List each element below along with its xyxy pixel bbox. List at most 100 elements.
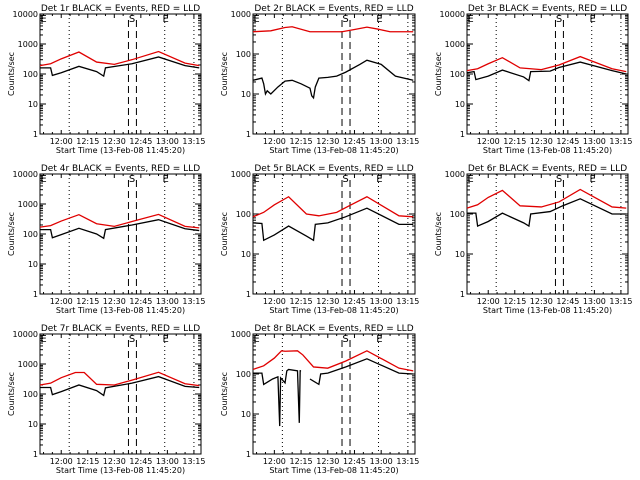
marker-label-s: S xyxy=(556,174,562,185)
x-axis-label: Start Time (13-Feb-08 11:45:20) xyxy=(56,466,185,475)
marker-label-e: E xyxy=(253,174,259,185)
marker-label-s: S xyxy=(342,174,348,185)
x-axis-label: Start Time (13-Feb-08 11:45:20) xyxy=(56,306,185,315)
x-tick-label: 13:00 xyxy=(583,297,606,306)
y-tick-label: 10 xyxy=(28,100,38,109)
axes-frame xyxy=(39,13,202,135)
x-tick-label: 13:00 xyxy=(156,457,179,466)
x-tick-label: 12:45 xyxy=(556,137,579,146)
marker-label-s: S xyxy=(342,14,348,25)
panel-title: Det 1r BLACK = Events, RED = LLD xyxy=(41,4,200,14)
x-tick-label: 12:00 xyxy=(477,137,500,146)
x-axis-label: Start Time (13-Feb-08 11:45:20) xyxy=(56,146,185,155)
panel-title: Det 4r BLACK = Events, RED = LLD xyxy=(41,164,200,174)
y-tick-label: 1000 xyxy=(445,40,465,49)
x-tick-label: 13:00 xyxy=(583,137,606,146)
series-line-lld xyxy=(252,350,414,372)
series-line-lld xyxy=(466,55,627,73)
y-tick-label: 1 xyxy=(33,290,38,299)
x-tick-label: 12:30 xyxy=(103,137,126,146)
x-tick-label: 12:00 xyxy=(50,137,73,146)
y-tick-label: 1000 xyxy=(18,360,38,369)
y-tick-label: 10 xyxy=(455,250,465,259)
x-axis-label: Start Time (13-Feb-08 11:45:20) xyxy=(269,146,398,155)
series-line-lld xyxy=(39,50,200,67)
panel-title: Det 8r BLACK = Events, RED = LLD xyxy=(254,324,413,334)
panel-det-5: Det 5r BLACK = Events, RED = LLD 1 10 100 10… xyxy=(220,164,419,315)
x-tick-label: 12:15 xyxy=(503,297,526,306)
marker-label-s: S xyxy=(129,174,135,185)
y-tick-label: 10 xyxy=(241,90,251,99)
y-tick-label: 100 xyxy=(450,70,465,79)
y-tick-label: 1000 xyxy=(231,10,251,19)
x-axis-label: Start Time (13-Feb-08 11:45:20) xyxy=(269,306,398,315)
axes-frame xyxy=(252,333,416,455)
series-line-lld xyxy=(252,195,414,218)
y-tick-label: 10000 xyxy=(13,10,38,19)
x-tick-label: 13:15 xyxy=(396,137,419,146)
panel-det-1: Det 1r BLACK = Events, RED = LLD 1 10 100 10… xyxy=(7,4,205,155)
axes-frame xyxy=(466,13,629,135)
marker-label-e: E xyxy=(253,14,259,25)
y-tick-label: 1 xyxy=(246,290,251,299)
marker-label-e: E xyxy=(376,14,382,25)
x-tick-label: 13:15 xyxy=(182,297,205,306)
x-tick-label: 12:30 xyxy=(316,457,339,466)
series-line-lld xyxy=(39,371,200,387)
series-line-events xyxy=(40,375,200,397)
x-tick-label: 13:15 xyxy=(396,457,419,466)
series-line-events xyxy=(40,56,200,78)
marker-label-s: S xyxy=(342,334,348,345)
x-tick-label: 12:30 xyxy=(316,137,339,146)
axes-frame xyxy=(466,173,629,295)
series-line-lld xyxy=(252,26,414,33)
axes-frame xyxy=(252,13,416,135)
x-axis-label: Start Time (13-Feb-08 11:45:20) xyxy=(269,466,398,475)
y-tick-label: 1000 xyxy=(445,170,465,179)
y-tick-label: 100 xyxy=(23,70,38,79)
panel-title: Det 5r BLACK = Events, RED = LLD xyxy=(254,164,413,174)
marker-label-s: S xyxy=(129,334,135,345)
marker-label-s: S xyxy=(129,14,135,25)
x-tick-label: 12:45 xyxy=(343,137,366,146)
y-tick-label: 10 xyxy=(28,260,38,269)
x-axis-label: Start Time (13-Feb-08 11:45:20) xyxy=(483,306,612,315)
x-tick-label: 12:30 xyxy=(103,457,126,466)
x-tick-label: 12:00 xyxy=(263,457,286,466)
y-tick-label: 10000 xyxy=(13,330,38,339)
marker-label-e: E xyxy=(162,14,168,25)
y-tick-label: 100 xyxy=(23,230,38,239)
series-line-events xyxy=(466,61,627,82)
series-line-events xyxy=(253,368,302,427)
panel-title: Det 3r BLACK = Events, RED = LLD xyxy=(468,4,627,14)
x-tick-label: 12:15 xyxy=(503,137,526,146)
marker-label-e: E xyxy=(162,334,168,345)
panel-det-7: Det 7r BLACK = Events, RED = LLD 1 10 100 10… xyxy=(7,324,205,475)
x-tick-label: 12:30 xyxy=(316,297,339,306)
panel-title: Det 2r BLACK = Events, RED = LLD xyxy=(254,4,413,14)
x-tick-label: 13:15 xyxy=(182,137,205,146)
x-tick-label: 13:00 xyxy=(156,297,179,306)
y-tick-label: 1 xyxy=(33,130,38,139)
y-axis-label: Counts/sec xyxy=(220,372,229,416)
x-tick-label: 13:15 xyxy=(396,297,419,306)
x-tick-label: 12:30 xyxy=(530,137,553,146)
x-tick-label: 12:15 xyxy=(76,137,99,146)
series-line-events xyxy=(467,198,627,228)
panel-det-4: Det 4r BLACK = Events, RED = LLD 1 10 100 10… xyxy=(7,164,205,315)
y-tick-label: 100 xyxy=(236,370,251,379)
x-tick-label: 12:15 xyxy=(290,137,313,146)
x-tick-label: 12:45 xyxy=(129,137,152,146)
marker-label-e: E xyxy=(467,174,473,185)
y-tick-label: 1 xyxy=(246,450,251,459)
y-tick-label: 1000 xyxy=(231,170,251,179)
x-tick-label: 13:15 xyxy=(609,137,632,146)
y-tick-label: 1000 xyxy=(231,330,251,339)
y-axis-label: Counts/sec xyxy=(7,372,16,416)
y-tick-label: 1000 xyxy=(18,200,38,209)
marker-label-e: E xyxy=(40,174,46,185)
y-tick-label: 1000 xyxy=(18,40,38,49)
y-tick-label: 10000 xyxy=(440,10,465,19)
series-line-events xyxy=(252,59,414,100)
